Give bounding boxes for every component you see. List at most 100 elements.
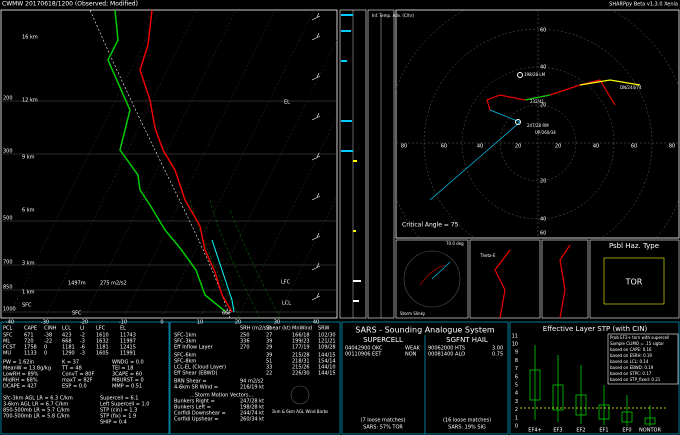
table-cell: 154/14	[318, 359, 336, 365]
kinematic-line: 247/28 kt	[240, 399, 264, 405]
label: Theta-E	[479, 253, 496, 258]
table-cell: SFC-3km	[174, 339, 196, 345]
kinematic-line: Bunkers Left =	[174, 405, 211, 411]
kinematic-line: 260/34 kt	[240, 417, 264, 423]
stp-category: EF0	[622, 428, 631, 434]
height-label: 9 km	[22, 155, 35, 161]
stp-ytick: 8	[515, 358, 518, 364]
kinematic-line: Corfidi Downshear =	[174, 411, 226, 417]
stp-category: EF1	[599, 428, 608, 434]
sars-match: NON	[405, 352, 417, 358]
sars-match: 00081400 ALO	[428, 352, 465, 358]
table-cell: 1610	[96, 333, 109, 339]
hodo-ring-label: 20	[540, 179, 546, 185]
sars-title: SARS - Sounding Analogue System	[355, 326, 495, 335]
label: SGFNT HAIL	[446, 336, 488, 344]
stp-ytick: 2	[515, 407, 518, 413]
composite-index: SHIP = 0.4	[100, 420, 127, 426]
stp-boxes	[520, 345, 668, 426]
table-cell: 22	[266, 371, 272, 377]
table-cell: 33	[266, 365, 272, 371]
hodo-ring-label: 20	[515, 144, 521, 150]
table-cell: 215/26	[292, 365, 310, 371]
label: SARS: 19% SIG	[448, 425, 486, 431]
critical-angle: Critical Angle = 75	[402, 222, 459, 229]
kinematic-line: Corfidi Upshear =	[174, 417, 219, 423]
table-cell: 144/15	[318, 353, 336, 359]
table-cell: 11743	[120, 333, 136, 339]
hodo-ring-label: 60	[631, 144, 637, 150]
table-cell: 1632	[96, 339, 109, 345]
table-cell: 668	[62, 339, 72, 345]
index: MMP = 0.51	[112, 384, 142, 390]
stp-legend: based on STPC: 0.17	[610, 371, 652, 376]
hodo-ring-label: 60	[540, 231, 546, 237]
pressure-label: 300	[3, 149, 13, 155]
temp-label: -30	[41, 320, 49, 326]
index: maxT = 82F	[62, 378, 93, 384]
table-cell: -6	[80, 345, 85, 351]
sars-match: 04042900 OKC	[345, 346, 383, 352]
pressure-label: 700	[3, 260, 13, 266]
kinematic-line: 4-6km SR Wind =	[174, 385, 218, 391]
stp-legend: based on LCL: 0.14	[610, 359, 649, 364]
hodo-ring-label: 40	[593, 144, 599, 150]
table-header: SRH (m2/s2)	[240, 326, 271, 332]
table-header: SRW	[318, 326, 329, 332]
index: PW = 1.62in	[3, 360, 34, 366]
table-cell: LCL-EL (Cloud Layer)	[174, 365, 226, 371]
stp-ytick: 10	[512, 342, 518, 348]
pressure-label: 500	[3, 216, 13, 222]
height-label: 3 km	[22, 261, 35, 267]
index: K = 37	[62, 360, 79, 366]
stp-category: EF3	[553, 428, 562, 434]
table-cell: 0	[44, 345, 47, 351]
hodo-ring-label: 80	[669, 144, 675, 150]
table-cell: SFC-8km	[174, 359, 196, 365]
kinematic-line: BRN Shear =	[174, 379, 207, 385]
hodograph-panel	[395, 9, 680, 239]
sars-match: 3.00	[492, 346, 503, 352]
stp-ytick: 0	[515, 424, 518, 430]
hodo-ring-label: 40	[540, 65, 546, 71]
label: EL	[284, 100, 290, 106]
temp-label: -40	[6, 320, 14, 326]
label: (16 loose matches)	[443, 418, 491, 424]
kinematic-line: ...Storm Motion Vectors...	[190, 393, 254, 399]
hodo-marker: 198/28 LM	[524, 72, 546, 77]
table-header: EL	[120, 326, 126, 332]
table-cell: 671	[24, 333, 34, 339]
table-cell: 0	[44, 351, 47, 357]
table-header: Shear (kt)	[266, 326, 291, 332]
lapse-rate: 3-6km AGL LR = 6.7 C/km	[3, 402, 68, 408]
kinematic-line: 216/19 kt	[240, 385, 264, 391]
sars-match: WEAK	[405, 346, 421, 352]
table-header: CAPE	[24, 326, 37, 332]
height-label: 6 km	[22, 208, 35, 214]
label: Psbl Haz. Type	[609, 242, 659, 250]
label: Storm Slinky	[400, 311, 426, 316]
table-cell: SFC-6km	[174, 353, 196, 359]
height-label: 16 km	[22, 35, 38, 41]
table-cell: 102/30	[318, 333, 336, 339]
kinematic-line: 244/74 kt	[240, 411, 264, 417]
temp-label: 30	[274, 320, 280, 326]
hodo-marker: DN/244/74	[620, 85, 642, 90]
stp-legend: Sample CLIMO = .15 sigtor	[610, 341, 664, 346]
table-header: LI	[80, 326, 84, 332]
label: SUPERCELL	[363, 336, 403, 344]
table-cell: 29	[266, 345, 272, 351]
stp-ytick: 4	[515, 391, 518, 397]
table-cell: 215/28	[292, 353, 310, 359]
stp-category: NONTOR	[639, 428, 661, 434]
table-cell: 226/30	[292, 371, 310, 377]
temp-label: -20	[80, 320, 88, 326]
table-cell: 144/10	[318, 365, 336, 371]
table-header: LFC	[96, 326, 106, 332]
height-label: SFC	[22, 303, 32, 309]
table-cell: Eff Shear (EBWD)	[174, 371, 217, 377]
stp-legend: based on ESRH: 0.19	[610, 353, 652, 358]
bottom-panels	[0, 321, 680, 435]
lapse-rate: 850-500mb LR = 5.7 C/km	[3, 408, 70, 414]
